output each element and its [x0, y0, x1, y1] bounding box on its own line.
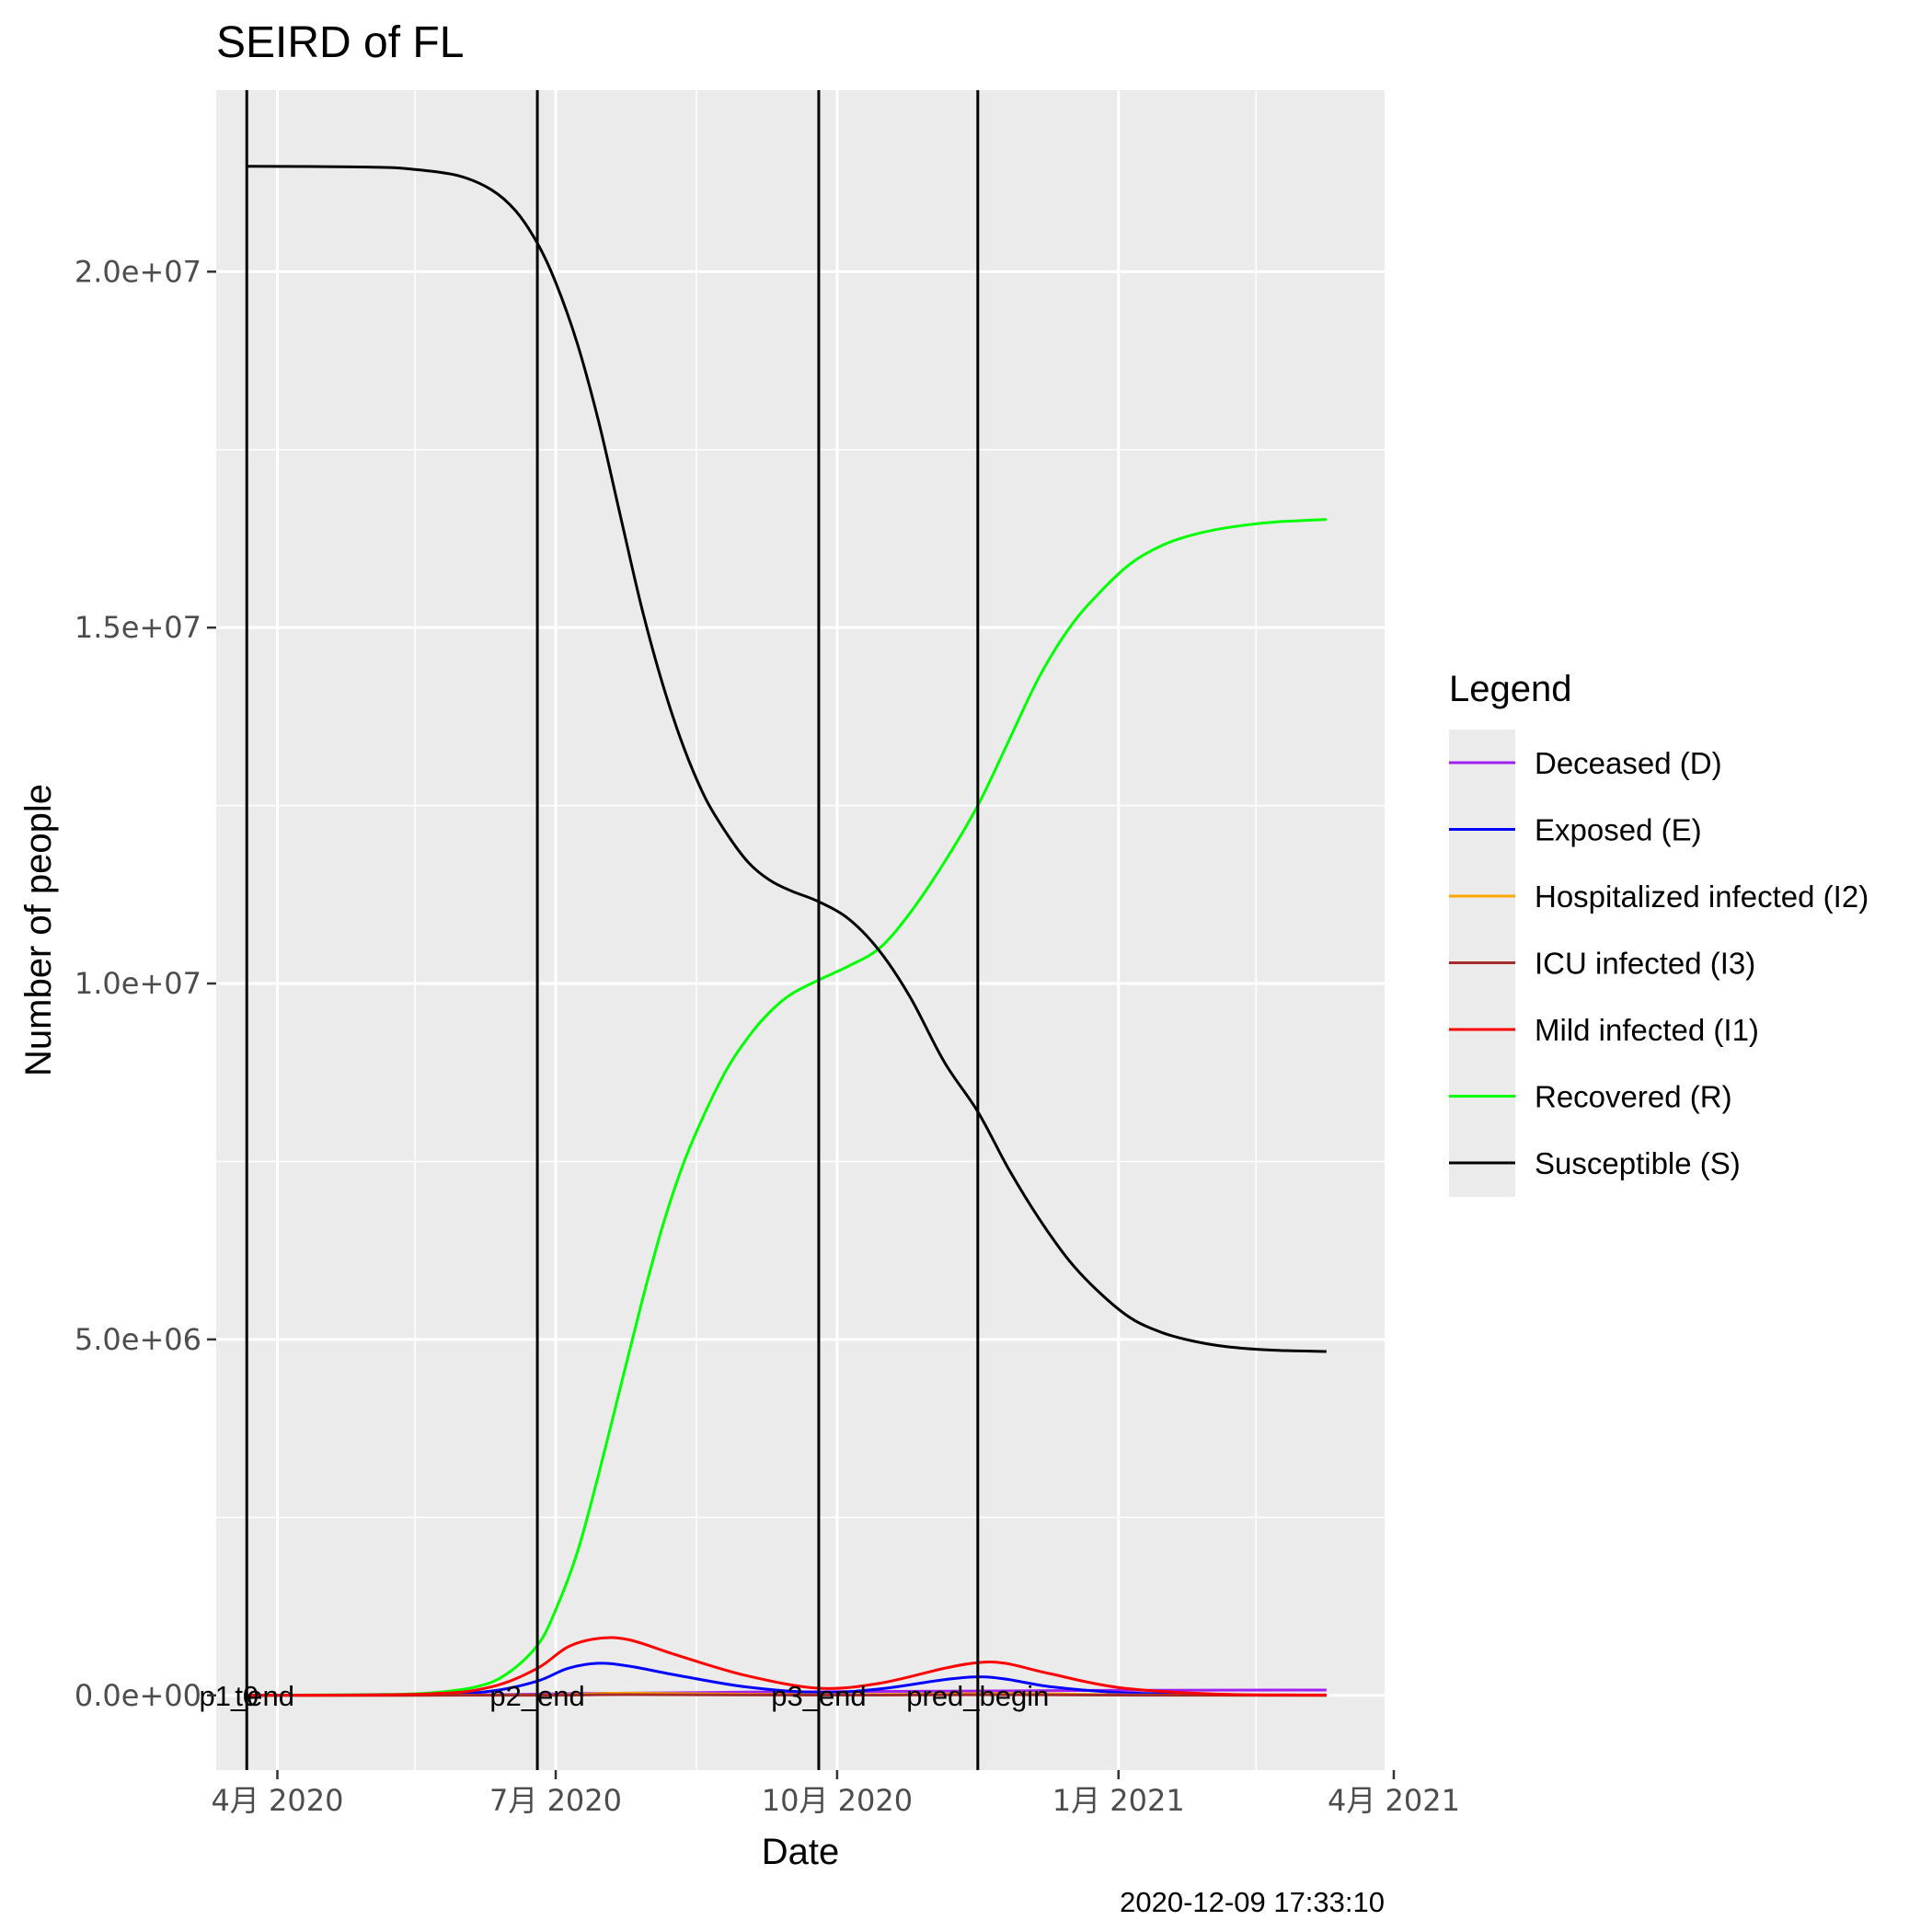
y-axis: 0.0e+00 5.0e+06 1.0e+07 1.5e+07 2.0e+07	[75, 254, 216, 1713]
series-line-susceptible-s	[247, 165, 1327, 1353]
y-tick-label: 1.5e+07	[75, 610, 201, 645]
vertical-marker-lines	[245, 90, 980, 1770]
legend-label-hospitalized-infected-i2: Hospitalized infected (I2)	[1535, 880, 1869, 914]
x-tick-label: 7月 2020	[489, 1783, 622, 1818]
legend-label-susceptible-s: Susceptible (S)	[1535, 1146, 1741, 1180]
legend: Legend Deceased (D) Exposed (E) Hospitaliz…	[1449, 669, 1869, 1197]
major-gridlines	[216, 90, 1396, 1770]
series-line-mild-infected-i1	[247, 1636, 1327, 1697]
legend-label-icu-infected-i3: ICU infected (I3)	[1535, 947, 1755, 981]
y-tick-label: 0.0e+00	[75, 1678, 201, 1713]
vline-label-p3-end: p3_end	[771, 1680, 866, 1712]
legend-label-deceased-d: Deceased (D)	[1535, 746, 1722, 780]
legend-title: Legend	[1449, 669, 1571, 709]
x-tick-label: 4月 2021	[1328, 1783, 1460, 1818]
x-axis-title: Date	[762, 1832, 840, 1872]
x-tick-label: 1月 2021	[1052, 1783, 1185, 1818]
chart-title: SEIRD of FL	[216, 18, 464, 67]
series-line-recovered-r	[247, 518, 1327, 1697]
y-tick-label: 2.0e+07	[75, 254, 201, 289]
y-tick-label: 1.0e+07	[75, 966, 201, 1001]
caption-timestamp: 2020-12-09 17:33:10	[1120, 1886, 1385, 1918]
x-tick-label: 10月 2020	[762, 1783, 913, 1818]
vline-label-p2-end: p2_end	[489, 1680, 584, 1712]
x-tick-label: 4月 2020	[211, 1783, 343, 1818]
y-axis-title: Number of people	[18, 784, 59, 1076]
legend-label-exposed-e: Exposed (E)	[1535, 813, 1702, 847]
series-line-exposed-e	[247, 1662, 1327, 1697]
plot-panel	[216, 90, 1385, 1770]
legend-label-recovered-r: Recovered (R)	[1535, 1080, 1732, 1114]
vline-label-pred-begin: pred_begin	[906, 1680, 1049, 1712]
legend-label-mild-infected-i1: Mild infected (I1)	[1535, 1013, 1759, 1047]
vline-label-t0: t0	[235, 1680, 259, 1712]
y-tick-label: 5.0e+06	[75, 1322, 201, 1357]
x-axis: 4月 2020 7月 2020 10月 2020 1月 2021 4月 2021	[211, 1770, 1460, 1818]
series-lines	[247, 165, 1327, 1697]
